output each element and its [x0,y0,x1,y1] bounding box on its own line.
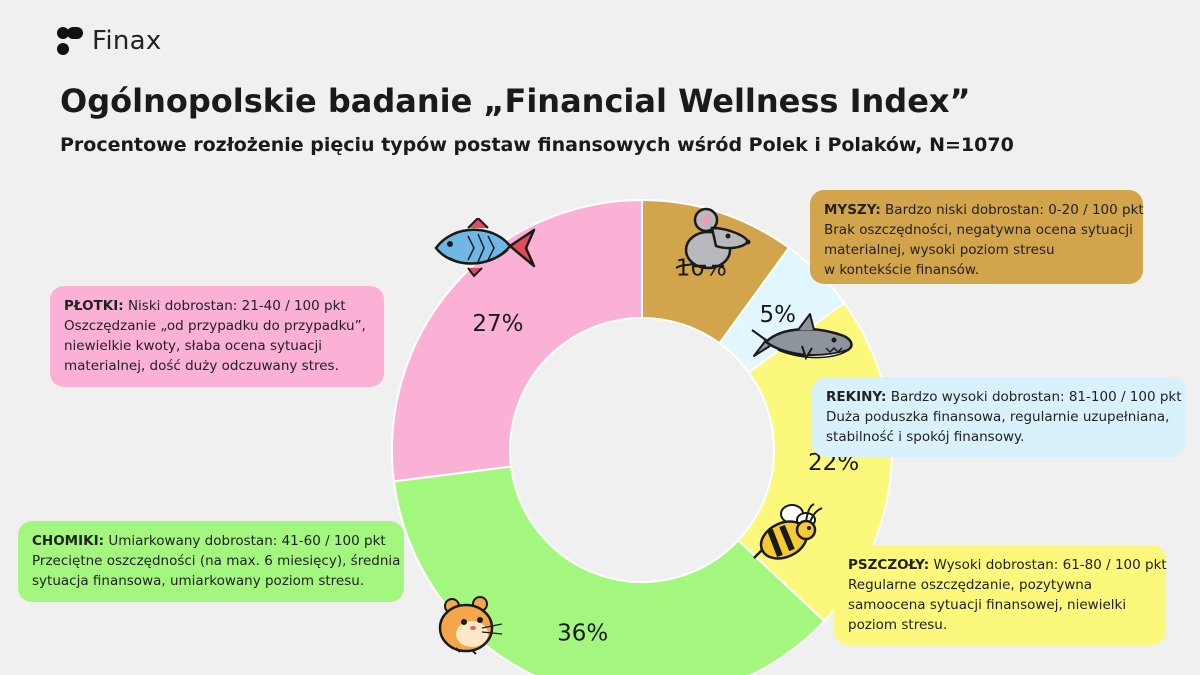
legend-name: PSZCZOŁY: [848,557,930,573]
legend-box-pszczoly: PSZCZOŁY: Wysoki dobrostan: 61-80 / 100 … [834,545,1167,645]
brand-name: Finax [92,26,162,56]
legend-name: MYSZY: [824,202,881,218]
legend-box-rekiny: REKINY: Bardzo wysoki dobrostan: 81-100 … [812,377,1186,457]
mouse-icon [675,207,751,270]
legend-line: Oszczędzanie „od przypadku do przypadku”… [64,318,366,334]
legend-line: Regularne oszczędzanie, pozytywna [848,577,1093,593]
legend-box-plotki: PŁOTKI: Niski dobrostan: 21-40 / 100 pkt… [50,286,384,387]
legend-line: Niski dobrostan: 21-40 / 100 pkt [127,298,346,314]
legend-line: Umiarkowany dobrostan: 41-60 / 100 pkt [108,533,386,549]
legend-line: poziom stresu. [848,617,948,633]
legend-line: sytuacja finansowa, umiarkowany poziom s… [32,573,365,589]
page-subtitle: Procentowe rozłożenie pięciu typów posta… [60,134,1014,156]
legend-line: samoocena sytuacji finansowej, niewielki [848,597,1127,613]
legend-line: Wysoki dobrostan: 61-80 / 100 pkt [933,557,1167,573]
slice-label-plotki: 27% [472,311,523,337]
legend-name: PŁOTKI: [64,298,124,314]
fish-icon [434,218,536,278]
bee-icon [753,503,823,560]
donut-slice-plotki [391,198,643,483]
slice-label-chomiki: 36% [557,621,608,647]
legend-line: Przeciętne oszczędności (na max. 6 miesi… [32,553,401,569]
legend-line: Bardzo wysoki dobrostan: 81-100 / 100 pk… [890,389,1182,405]
legend-line: materialnej, wysoki poziom stresu [824,242,1055,258]
brand-logo: Finax [56,26,162,56]
legend-line: niewielkie kwoty, słaba ocena sytuacji [64,338,323,354]
shark-icon [751,313,853,361]
legend-box-myszy: MYSZY: Bardzo niski dobrostan: 0-20 / 10… [810,190,1144,284]
page-title: Ogólnopolskie badanie „Financial Wellnes… [60,82,971,120]
legend-line: w kontekście finansów. [824,262,979,278]
legend-line: Bardzo niski dobrostan: 0-20 / 100 pkt [885,202,1144,218]
legend-name: CHOMIKI: [32,533,105,549]
finax-logo-icon [57,27,83,55]
slice-label-rekiny: 5% [760,302,797,328]
legend-name: REKINY: [826,389,887,405]
donut-slice-chomiki [392,465,826,675]
legend-line: Duża poduszka finansowa, regularnie uzup… [826,409,1170,425]
hamster-icon [438,596,503,655]
legend-line: materialnej, dość duży odczuwany stres. [64,358,339,374]
legend-line: stabilność i spokój finansowy. [826,429,1025,445]
legend-box-chomiki: CHOMIKI: Umiarkowany dobrostan: 41-60 / … [18,521,404,602]
legend-line: Brak oszczędności, negatywna ocena sytua… [824,222,1133,238]
